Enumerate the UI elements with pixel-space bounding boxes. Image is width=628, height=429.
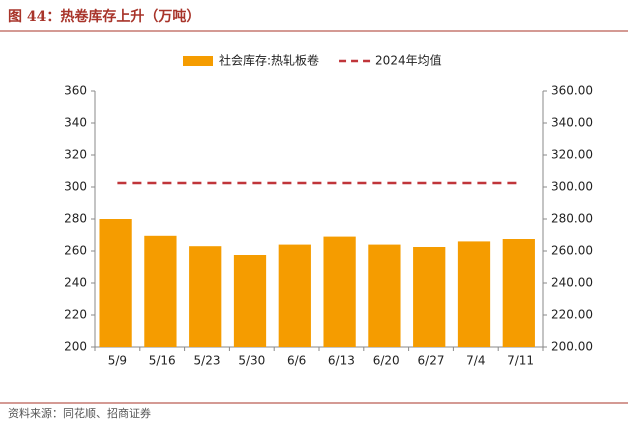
y2-tick-label: 300.00	[551, 180, 593, 194]
x-tick-label: 6/13	[328, 354, 355, 368]
bar	[189, 246, 222, 347]
x-tick-label: 6/20	[373, 354, 400, 368]
legend-swatch	[183, 56, 213, 66]
y2-tick-label: 320.00	[551, 148, 593, 162]
bar	[233, 255, 267, 347]
y-tick-label: 240	[64, 276, 87, 290]
y-tick-label: 300	[64, 180, 87, 194]
x-tick-label: 6/6	[287, 354, 306, 368]
y2-tick-label: 360.00	[551, 84, 593, 98]
chart-title: 图 44：热卷库存上升（万吨）	[8, 8, 200, 25]
bar	[413, 247, 446, 347]
y2-tick-label: 240.00	[551, 276, 593, 290]
y-tick-label: 320	[64, 148, 87, 162]
bar	[457, 241, 491, 347]
y-tick-label: 260	[64, 244, 87, 258]
y-tick-label: 200	[64, 340, 87, 354]
y-tick-label: 220	[64, 308, 87, 322]
bar	[278, 244, 311, 347]
y2-tick-label: 220.00	[551, 308, 593, 322]
x-tick-label: 6/27	[418, 354, 445, 368]
legend-label: 2024年均值	[375, 53, 442, 68]
x-tick-label: 5/16	[149, 354, 176, 368]
y2-tick-label: 280.00	[551, 212, 593, 226]
y-tick-label: 360	[64, 84, 87, 98]
y2-tick-label: 200.00	[551, 340, 593, 354]
bar	[323, 236, 356, 347]
y2-tick-label: 260.00	[551, 244, 593, 258]
y-tick-label: 280	[64, 212, 87, 226]
bar	[368, 244, 401, 347]
legend-label: 社会库存:热轧板卷	[219, 53, 319, 68]
bar	[99, 219, 132, 347]
y-tick-label: 340	[64, 116, 87, 130]
x-tick-label: 5/30	[238, 354, 265, 368]
x-tick-label: 5/9	[108, 354, 127, 368]
x-tick-label: 5/23	[194, 354, 221, 368]
source: 资料来源：同花顺、招商证券	[8, 406, 151, 420]
bar	[144, 235, 177, 347]
bar	[502, 239, 535, 347]
x-tick-label: 7/4	[466, 354, 485, 368]
x-tick-label: 7/11	[507, 354, 534, 368]
y2-tick-label: 340.00	[551, 116, 593, 130]
